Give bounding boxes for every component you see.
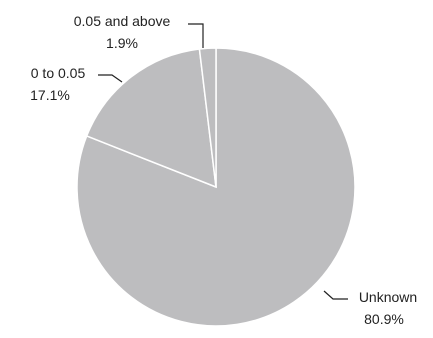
value-label-0-to-0.05: 17.1% [30,87,70,103]
leader-line-unknown [323,290,348,300]
leader-line-0-to-0.05 [98,74,123,83]
pie-slices [76,47,356,327]
leader-line-0.05-and-above [188,23,204,48]
value-label-unknown: 80.9% [364,311,404,327]
value-label-0.05-and-above: 1.9% [106,35,138,51]
label-0-to-0.05: 0 to 0.05 [31,65,86,81]
pie-slice-0-to-0.05 [85,48,217,189]
label-0.05-and-above: 0.05 and above [74,13,171,29]
label-unknown: Unknown [359,289,417,305]
pie-slice-0.05-and-above [198,47,217,188]
